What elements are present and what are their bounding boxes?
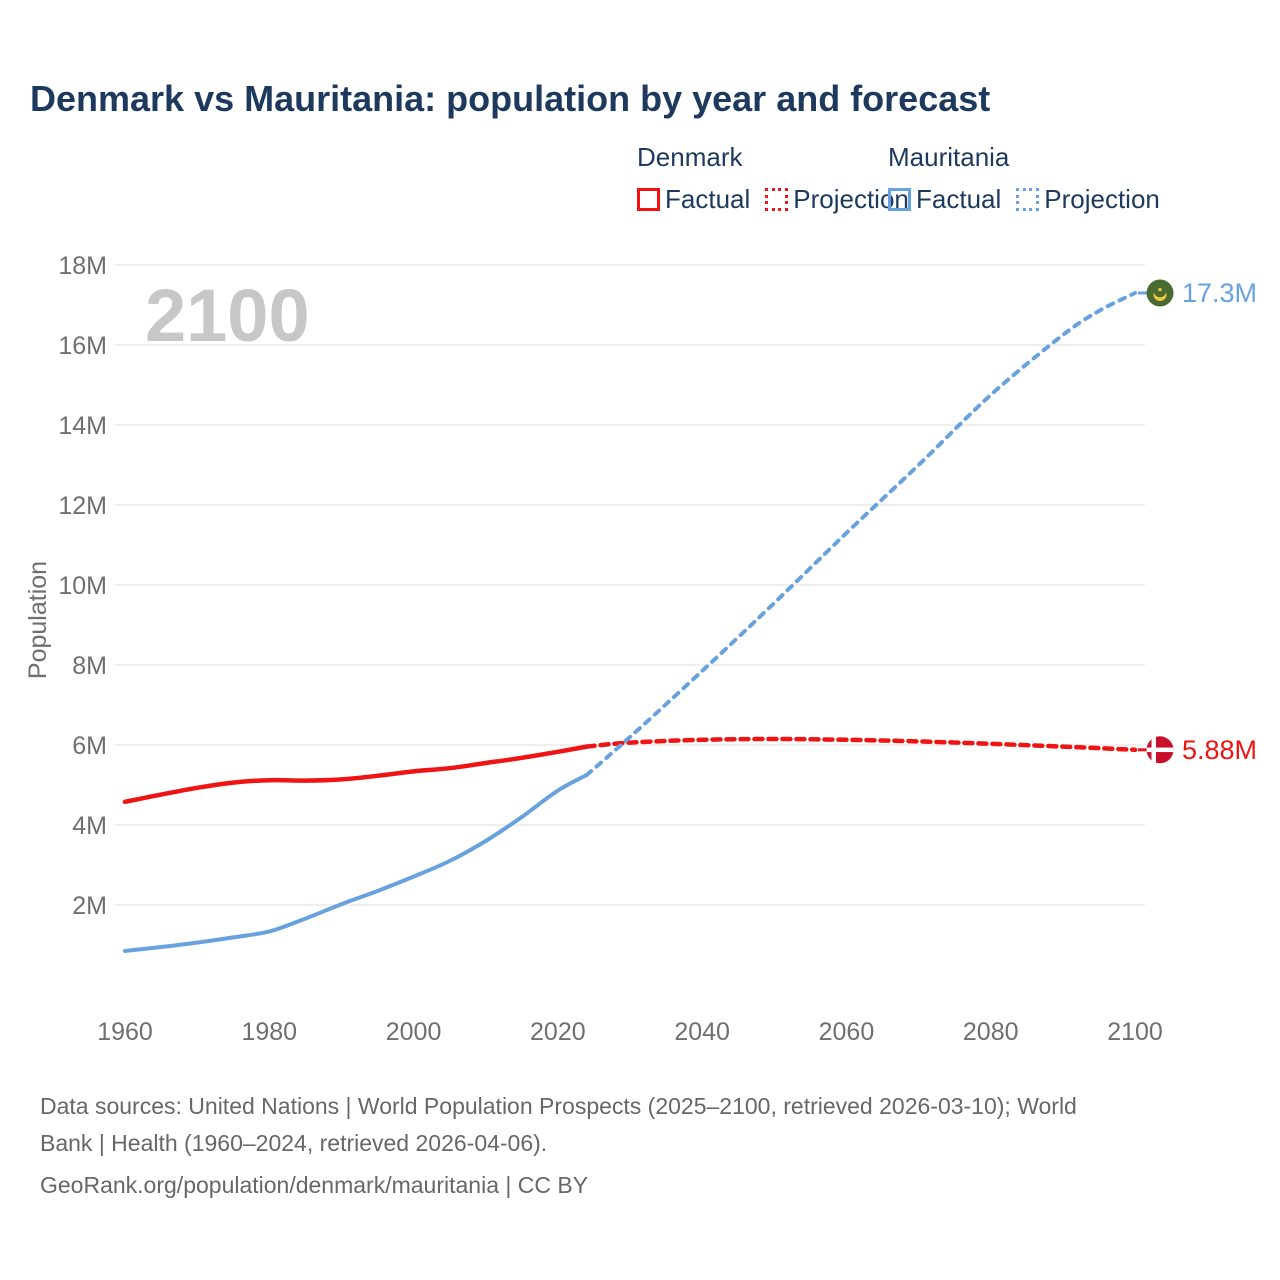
legend-item-label: Projection [1044, 184, 1160, 214]
footer-attribution: GeoRank.org/population/denmark/mauritani… [40, 1172, 589, 1198]
denmark-flag-icon [1146, 736, 1174, 764]
end-value-label-denmark: 5.88M [1182, 735, 1257, 765]
series-path-denmark-projection [584, 736, 1138, 753]
x-tick-label: 2080 [963, 1018, 1019, 1046]
y-axis-label: Population [24, 561, 52, 679]
x-tick-label: 2040 [674, 1018, 730, 1046]
series-path-mauritania-factual [123, 773, 589, 953]
legend-item-mauritania-factual: Factual [888, 184, 1001, 215]
end-value-label-mauritania: 17.3M [1182, 278, 1257, 308]
y-tick-label: 8M [72, 652, 107, 680]
legend-mauritania-label: Mauritania [888, 142, 1010, 172]
legend-item-mauritania-projection: Projection [1016, 184, 1160, 215]
watermark-year: 2100 [145, 274, 310, 357]
mauritania-projection-swatch-icon [1016, 188, 1040, 211]
mauritania-flag-icon [1146, 279, 1174, 307]
footer: Data sources: United Nations | World Pop… [40, 1088, 1230, 1204]
population-line-chart: 2M 4M 6M 8M 10M 12M 14M 16M 18M 2100 Population 196… [24, 252, 1257, 1046]
y-tick-label: 2M [72, 892, 107, 920]
x-tick-label: 2060 [819, 1018, 875, 1046]
legend-denmark-label: Denmark [637, 142, 743, 172]
y-tick-label: 6M [72, 732, 107, 760]
mauritania-factual-swatch-icon [888, 188, 911, 211]
legend-mauritania-row: Factual Projection [888, 184, 1160, 215]
y-tick-label: 18M [58, 252, 107, 280]
legend-item-denmark-factual: Factual [637, 184, 750, 215]
x-tick-label: 1980 [241, 1018, 297, 1046]
denmark-projection-swatch-icon [765, 188, 789, 211]
legend-item-label: Factual [665, 184, 751, 214]
legend-group-mauritania: Mauritania Factual Projection [888, 142, 1160, 215]
series-path-denmark-factual [122, 744, 589, 805]
footer-sources-line1: Data sources: United Nations | World Pop… [40, 1093, 1077, 1119]
y-tick-label: 16M [58, 332, 107, 360]
page-title: Denmark vs Mauritania: population by yea… [30, 78, 991, 119]
x-tick-label: 2020 [530, 1018, 586, 1046]
y-tick-label: 4M [72, 812, 107, 840]
y-tick-label: 12M [58, 492, 107, 520]
x-tick-label: 2000 [386, 1018, 442, 1046]
y-tick-label: 14M [58, 412, 107, 440]
footer-sources-line2: Bank | Health (1960–2024, retrieved 2026… [40, 1130, 548, 1156]
x-tick-label: 1960 [97, 1018, 153, 1046]
x-tick-label: 2100 [1107, 1018, 1163, 1046]
series-path-mauritania-projection [584, 291, 1137, 777]
denmark-factual-swatch-icon [637, 188, 660, 211]
legend-item-label: Factual [916, 184, 1002, 214]
y-tick-label: 10M [58, 572, 107, 600]
